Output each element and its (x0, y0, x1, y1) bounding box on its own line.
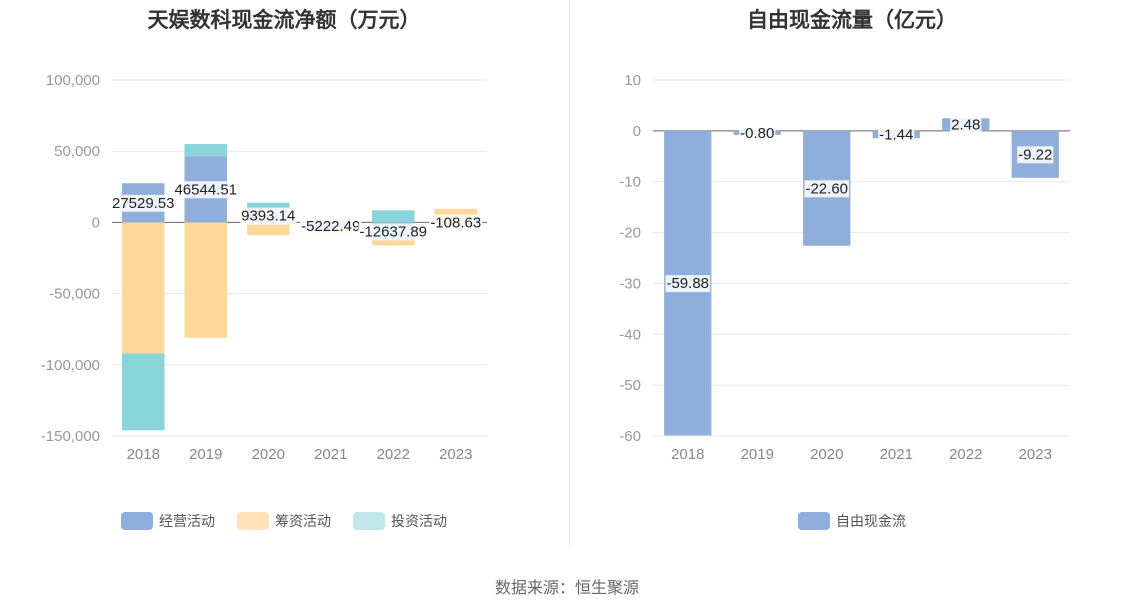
panel-divider (569, 0, 570, 545)
y-tick-label: -40 (619, 326, 641, 343)
legend-item-investing[interactable]: 投资活动 (353, 511, 447, 531)
bar-2 (372, 240, 415, 246)
bar-3 (184, 144, 227, 157)
data-label: 9393.14 (241, 208, 295, 225)
data-label: 2.48 (951, 117, 980, 134)
y-tick-label: 50,000 (54, 143, 100, 160)
cash-flow-chart-title: 天娱数科现金流净额（万元） (147, 9, 421, 32)
y-tick-label: -30 (619, 275, 641, 292)
data-label-bg (358, 223, 429, 241)
legend-item-operating[interactable]: 经营活动 (121, 511, 215, 531)
x-tick-label: 2023 (439, 446, 472, 463)
data-label-bg (739, 124, 776, 142)
y-tick-label: -150,000 (41, 428, 100, 445)
data-label-bg (1017, 146, 1054, 164)
x-tick-label: 2018 (671, 446, 704, 463)
x-tick-label: 2019 (741, 446, 774, 463)
legend-swatch-operating (121, 512, 153, 530)
data-label-bg (878, 126, 915, 144)
bar-2 (247, 222, 290, 236)
data-label-bg (804, 180, 850, 198)
data-label: -108.63 (430, 214, 481, 231)
free-cash-flow-chart: 10 0 -10 -20 -30 -40 -50 -60 2018 2019 2020 2021 202… (619, 72, 1070, 463)
legend-label-operating: 经营活动 (159, 513, 215, 529)
legend-item-free-cash-flow[interactable]: 自由现金流 (798, 511, 906, 531)
legend-swatch-free-cash-flow (798, 512, 830, 530)
bar-2 (122, 222, 165, 354)
data-label-bg (240, 207, 297, 225)
bar-3 (247, 202, 290, 210)
data-label: 46544.51 (174, 181, 237, 198)
data-label: -59.88 (666, 275, 709, 292)
y-tick-label: 0 (633, 123, 641, 140)
x-tick-label: 2021 (880, 446, 913, 463)
data-label: -1.44 (879, 127, 913, 144)
x-tick-label: 2020 (252, 446, 285, 463)
x-tick-label: 2018 (127, 446, 160, 463)
data-source-note: 数据来源：恒生聚源 (494, 580, 639, 597)
data-label-bg (173, 181, 239, 199)
bar-3 (372, 210, 415, 223)
y-tick-label: 100,000 (46, 72, 100, 89)
x-tick-label: 2022 (377, 446, 410, 463)
data-label-bg (950, 116, 982, 134)
y-tick-label: -10 (619, 174, 641, 191)
bar-3 (122, 353, 165, 431)
data-label-bg (110, 194, 176, 212)
legend-swatch-investing (353, 512, 385, 530)
cash-flow-chart-panel: 天娱数科现金流净额（万元） 100,000 50,000 0 -50,000 -100,… (0, 0, 568, 545)
cash-flow-chart: 100,000 50,000 0 -50,000 -100,000 -150,000 201… (41, 72, 487, 463)
data-label: -5222.49 (301, 218, 360, 235)
data-label-bg (429, 214, 483, 232)
y-tick-label: 10 (624, 72, 641, 89)
cash-flow-legend: 经营活动 筹资活动 投资活动 (0, 511, 568, 531)
data-label-bg (300, 218, 362, 236)
data-label: -9.22 (1018, 146, 1052, 163)
y-tick-label: -20 (619, 225, 641, 242)
x-tick-label: 2022 (949, 446, 982, 463)
y-tick-label: -50,000 (49, 286, 100, 303)
y-tick-label: -50 (619, 377, 641, 394)
free-cash-flow-chart-title: 自由现金流量（亿元） (747, 9, 957, 32)
y-tick-label: -60 (619, 428, 641, 445)
x-tick-label: 2020 (810, 446, 843, 463)
legend-label-free-cash-flow: 自由现金流 (836, 513, 906, 529)
bar-2 (184, 222, 227, 338)
free-cash-flow-legend: 自由现金流 (570, 511, 1134, 531)
legend-item-financing[interactable]: 筹资活动 (237, 511, 331, 531)
data-label: -12637.89 (359, 223, 427, 240)
data-label-bg (665, 275, 711, 293)
legend-swatch-financing (237, 512, 269, 530)
y-tick-label: 0 (92, 214, 100, 231)
legend-label-financing: 筹资活动 (275, 513, 331, 529)
x-tick-label: 2023 (1019, 446, 1052, 463)
free-cash-flow-chart-panel: 自由现金流量（亿元） 10 0 -10 -20 -30 -40 -50 -60 2018 2019… (570, 0, 1134, 545)
legend-label-investing: 投资活动 (391, 513, 447, 529)
y-tick-label: -100,000 (41, 357, 100, 374)
data-label: 27529.53 (112, 195, 175, 212)
data-label: -22.60 (805, 180, 848, 197)
data-label: -0.80 (740, 125, 774, 142)
x-tick-label: 2021 (314, 446, 347, 463)
x-tick-label: 2019 (189, 446, 222, 463)
